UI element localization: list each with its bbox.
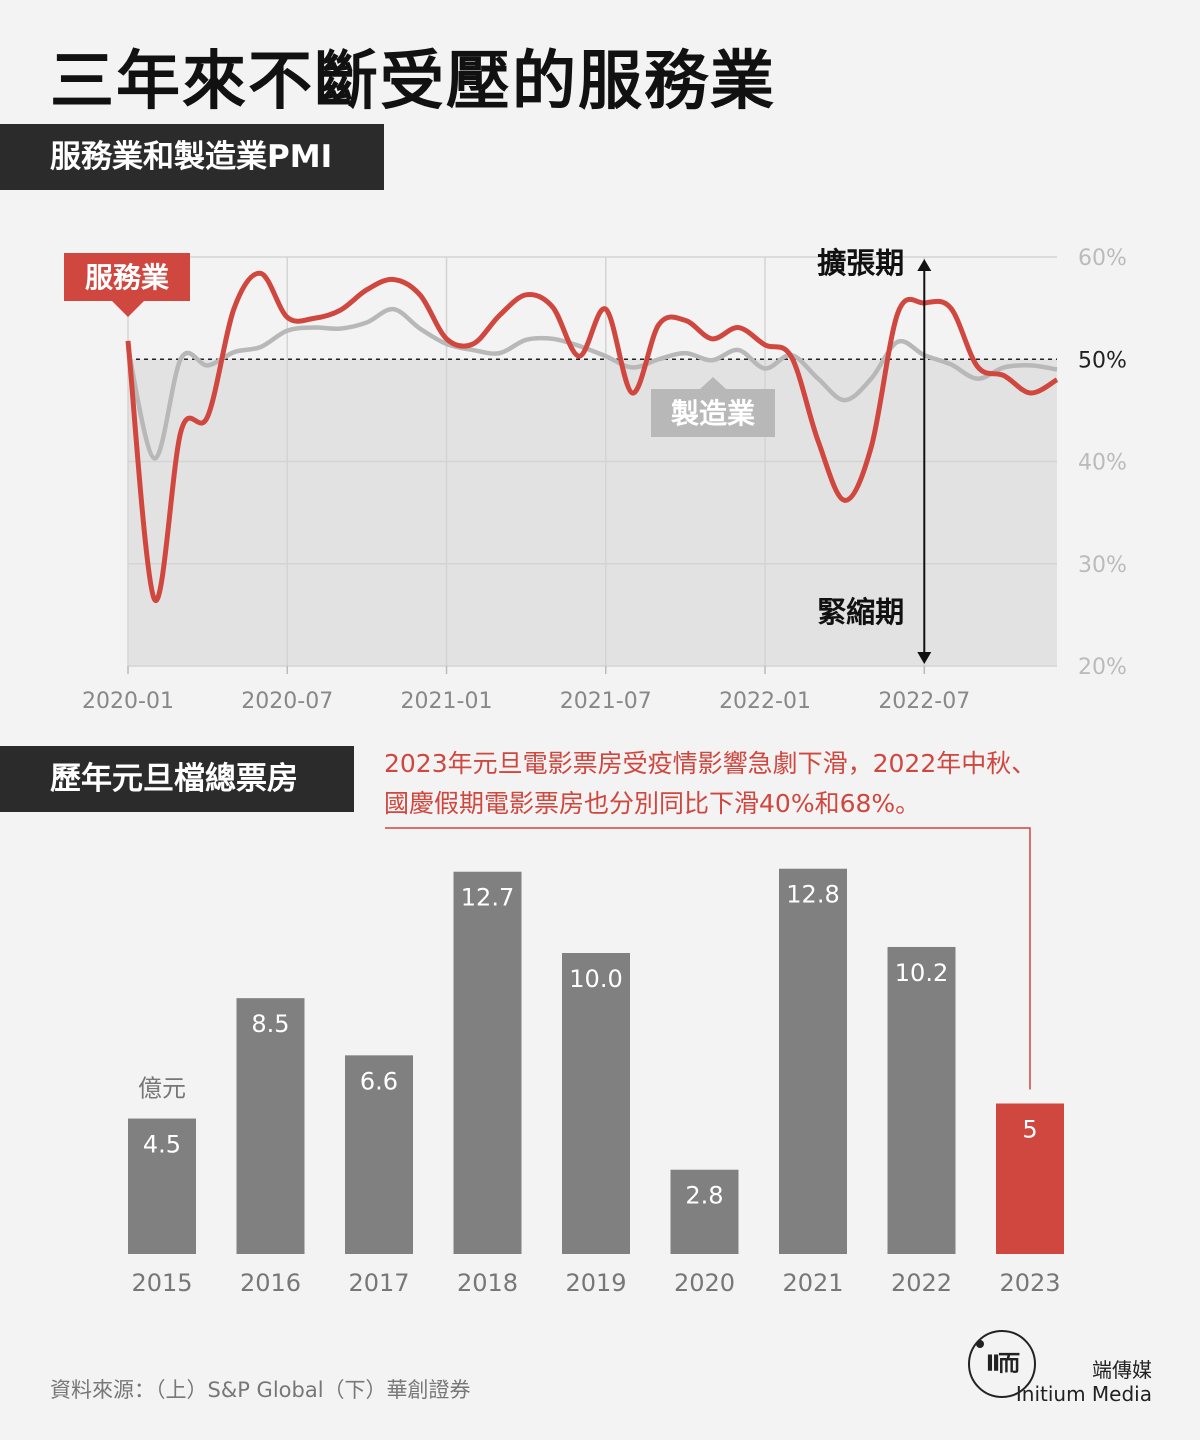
bar-value-label: 2.8 — [685, 1182, 723, 1210]
bar-value-label: 12.8 — [786, 881, 839, 909]
x-tick-label: 2020-01 — [82, 689, 174, 714]
bar — [887, 946, 956, 1254]
manufacturing-tag — [651, 389, 775, 437]
x-tick-label: 2022-01 — [719, 689, 811, 714]
bar-category-label: 2019 — [565, 1269, 626, 1297]
contraction-label: 緊縮期 — [817, 595, 904, 629]
logo-glyph: ΙΙ而 — [985, 1352, 1020, 1377]
arrow-down-icon — [917, 652, 932, 664]
manufacturing-tag-pointer — [700, 377, 726, 389]
note-connector-line — [385, 827, 1031, 1090]
services-tag-pointer — [112, 301, 144, 317]
brand-logo-icon: ΙΙ而 — [968, 1330, 1036, 1398]
manufacturing-pmi-line — [125, 306, 1058, 461]
y-tick-label: 20% — [1078, 655, 1127, 680]
logo-dot — [976, 1340, 984, 1348]
services-tag — [64, 253, 190, 301]
bar — [236, 998, 305, 1254]
y-tick-label: 40% — [1078, 451, 1127, 476]
pmi-line-chart: 60% 50% 40% 30% 20% 2020-01 2020-07 2021-01 2021… — [64, 246, 1127, 714]
brand-name-en: Initium Media — [1015, 1382, 1152, 1406]
bar-value-label: 10.2 — [895, 959, 948, 987]
note-line-2: 國慶假期電影票房也分別同比下滑40%和68%。 — [384, 789, 921, 818]
services-pmi-line — [125, 270, 1059, 603]
bar-value-label: 4.5 — [143, 1131, 181, 1159]
services-tag-label: 服務業 — [85, 261, 169, 294]
bar-value-label: 10.0 — [569, 965, 622, 993]
bar-value-label: 5 — [1022, 1116, 1037, 1144]
bar-value-label: 8.5 — [251, 1010, 289, 1038]
bar-value-label: 6.6 — [360, 1067, 398, 1095]
x-tick-label: 2021-01 — [401, 689, 493, 714]
box-office-note: 2023年元旦電影票房受疫情影響急劇下滑，2022年中秋、 國慶假期電影票房也分… — [384, 744, 1144, 824]
x-tick-label: 2022-07 — [878, 689, 970, 714]
arrow-up-icon — [917, 259, 932, 271]
page-title: 三年來不斷受壓的服務業 — [50, 45, 776, 119]
contraction-zone — [128, 359, 1057, 666]
bar — [670, 1169, 739, 1254]
unit-label: 億元 — [138, 1075, 186, 1103]
bar — [996, 1103, 1064, 1254]
box-office-section-label: 歷年元旦檔總票房 — [0, 746, 354, 812]
bar-category-label: 2021 — [782, 1269, 843, 1297]
note-line-1: 2023年元旦電影票房受疫情影響急劇下滑，2022年中秋、 — [384, 749, 1037, 778]
x-tick-label: 2020-07 — [241, 689, 333, 714]
bar-category-label: 2017 — [348, 1269, 409, 1297]
bar-category-label: 2016 — [240, 1269, 301, 1297]
expansion-label: 擴張期 — [817, 246, 904, 280]
bar-category-label: 2020 — [674, 1269, 735, 1297]
y-tick-label: 60% — [1078, 246, 1127, 271]
bar — [453, 871, 522, 1254]
pmi-section-label: 服務業和製造業PMI — [0, 124, 384, 190]
bar — [779, 868, 847, 1254]
brand-name-cn: 端傳媒 — [1092, 1358, 1152, 1382]
box-office-bar-chart: 4.5 2015 8.5 2016 6.6 2017 12.7 2018 10.0 2019 2.8… — [128, 827, 1064, 1297]
bar-category-label: 2015 — [131, 1269, 192, 1297]
bar-category-label: 2022 — [891, 1269, 952, 1297]
manufacturing-tag-label: 製造業 — [671, 397, 755, 430]
bar — [128, 1118, 196, 1254]
bar — [345, 1055, 413, 1254]
bar-value-label: 12.7 — [461, 884, 514, 912]
bar-category-label: 2023 — [999, 1269, 1060, 1297]
bar — [562, 953, 630, 1254]
source-note: 資料來源：（上）S&P Global（下）華創證券 — [50, 1378, 471, 1402]
y-tick-label: 30% — [1078, 553, 1127, 578]
x-tick-label: 2021-07 — [560, 689, 652, 714]
y-tick-label: 50% — [1078, 348, 1127, 373]
bar-category-label: 2018 — [457, 1269, 518, 1297]
